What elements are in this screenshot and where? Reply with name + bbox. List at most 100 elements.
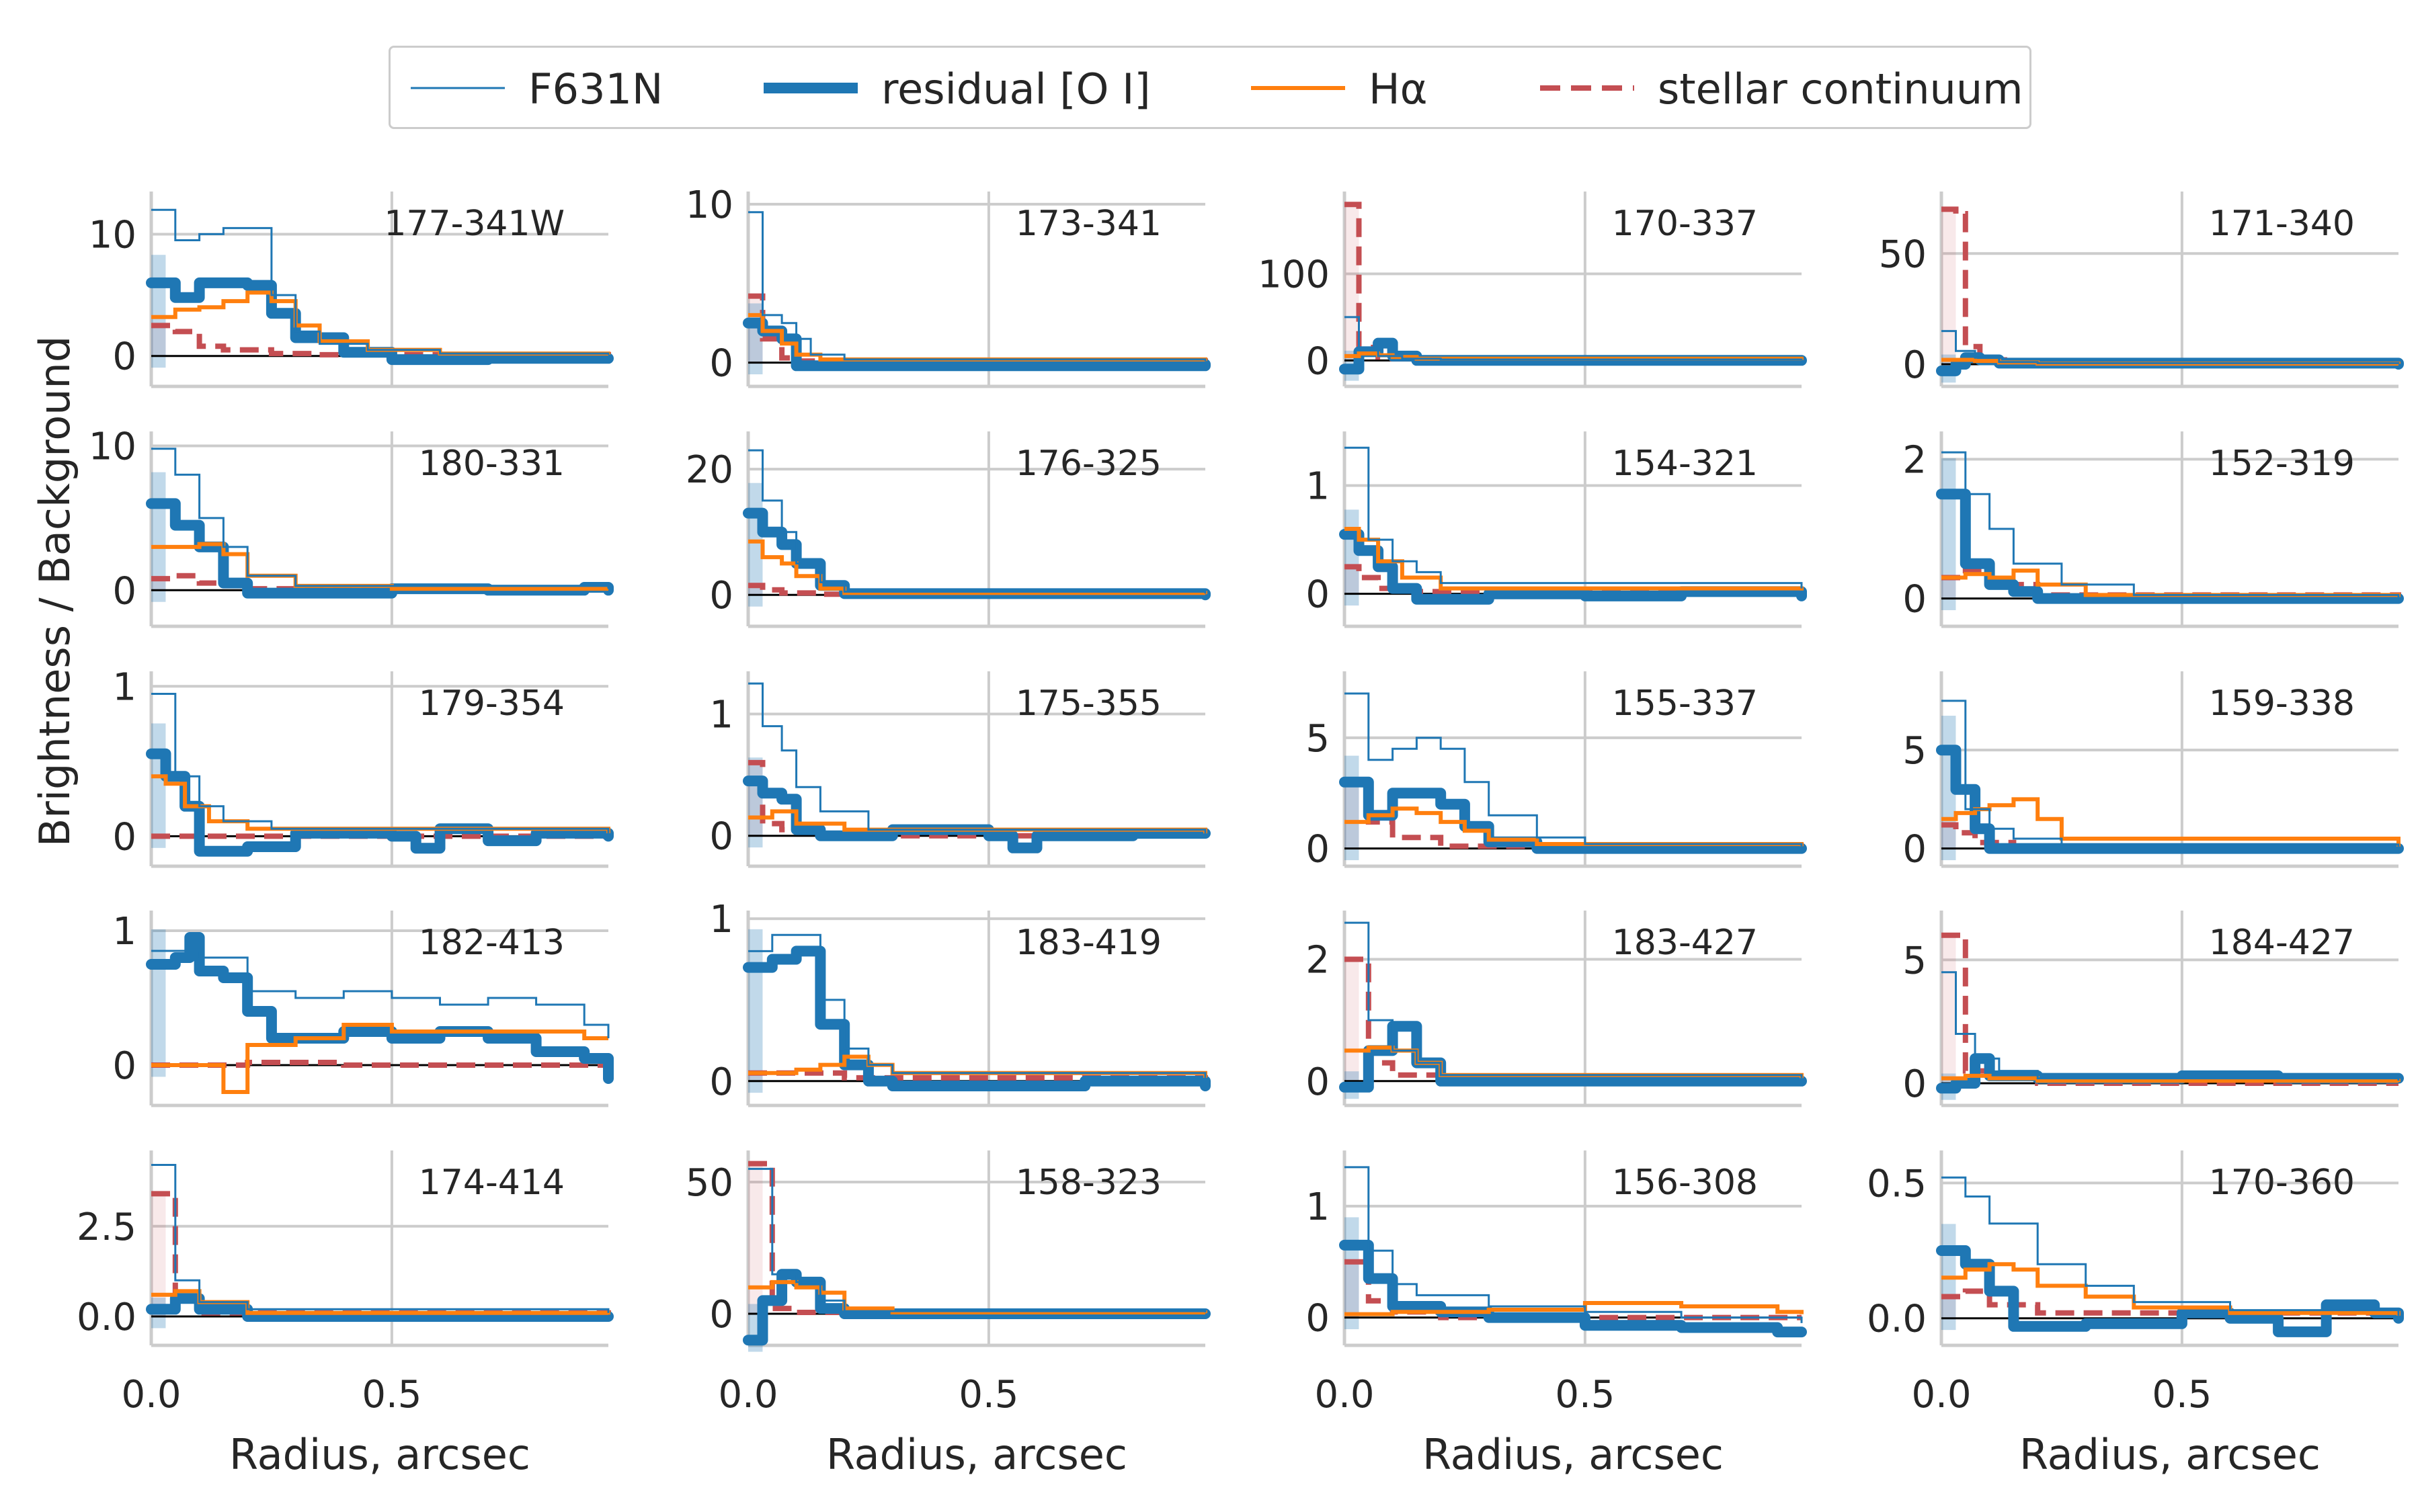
stellar-uncertainty-band	[1344, 566, 1359, 594]
series-f631n	[748, 1167, 1207, 1312]
oi-uncertainty-band	[748, 929, 763, 1093]
y-tick-label: 0	[1305, 828, 1330, 872]
y-tick-label: 1	[1305, 1185, 1330, 1229]
panel-182-413: 0 1 182-413	[112, 910, 614, 1107]
y-tick-label: 0	[1902, 828, 1927, 872]
x-tick-label: 0.5	[1555, 1373, 1615, 1417]
series-f631n	[1344, 1166, 1803, 1323]
series-f631n	[151, 448, 610, 589]
x-axis-label-col-4: Radius, arcsec	[2019, 1430, 2321, 1479]
series-stellar-continuum	[748, 293, 1208, 364]
x-tick-label: 0.0	[718, 1373, 778, 1417]
series-residual-oi	[743, 946, 1211, 1091]
x-tick-label: 0.5	[959, 1373, 1018, 1417]
y-tick-label: 1	[1305, 465, 1330, 509]
panel-159-338: 0 5 159-338	[1902, 671, 2404, 872]
legend-label-residual-oi: residual [O I]	[881, 65, 1151, 114]
y-tick-label: 0	[1305, 573, 1330, 617]
y-tick-label: 2	[1305, 939, 1330, 982]
panel-title: 156-308	[1612, 1163, 1758, 1203]
y-tick-label: 1	[112, 665, 136, 709]
stellar-uncertainty-band	[151, 579, 166, 591]
y-tick-label: 20	[686, 448, 733, 492]
y-tick-label: 0	[112, 569, 136, 613]
panel-title: 152-319	[2209, 444, 2355, 484]
y-tick-label: 5	[1305, 717, 1330, 761]
stellar-uncertainty-band	[151, 1193, 166, 1317]
series-halpha	[1941, 569, 2401, 597]
legend: F631N residual [O I] Hα stellar continuu…	[389, 46, 2031, 129]
panel-title: 184-427	[2209, 923, 2355, 963]
y-tick-label: 0	[112, 1044, 136, 1088]
series-residual-oi	[1339, 1021, 1807, 1093]
series-stellar-continuum	[151, 323, 611, 358]
panel-title: 173-341	[1016, 204, 1162, 244]
y-tick-label: 1	[112, 910, 136, 954]
x-tick-label: 0.0	[121, 1373, 181, 1417]
series-residual-oi	[146, 277, 614, 366]
panel-175-355: 0 1 175-355	[709, 671, 1211, 868]
panel-171-340: 0 50 171-340	[1879, 192, 2404, 388]
panel-title: 170-337	[1612, 204, 1758, 244]
series-residual-oi	[1339, 529, 1807, 605]
panel-156-308: 0 1 156-308 0.0 0.5	[1305, 1150, 1807, 1417]
y-tick-label: 0	[1902, 343, 1927, 387]
panel-title: 180-331	[419, 444, 565, 484]
series-residual-oi	[743, 507, 1211, 601]
legend-swatch-halpha	[1251, 86, 1345, 90]
panel-183-419: 0 1 183-419	[709, 898, 1211, 1107]
y-tick-label: 50	[1879, 233, 1927, 276]
panel-173-341: 0 10 173-341	[686, 183, 1211, 388]
stellar-uncertainty-band	[748, 296, 763, 363]
y-tick-label: 0	[1902, 578, 1927, 622]
series-halpha	[151, 1023, 608, 1094]
series-stellar-continuum	[748, 583, 1208, 597]
stellar-uncertainty-band	[1941, 935, 1956, 1083]
legend-swatch-residual-oi	[764, 83, 858, 93]
series-residual-oi	[1936, 745, 2404, 854]
y-tick-label: 5	[1902, 939, 1927, 982]
y-tick-label: 0	[709, 1060, 733, 1104]
series-residual-oi	[1936, 489, 2404, 604]
y-tick-label: 0	[709, 342, 733, 386]
stellar-uncertainty-band	[1344, 959, 1359, 1081]
panel-title: 182-413	[419, 923, 565, 963]
y-tick-label: 0	[1305, 1060, 1330, 1104]
y-tick-label: 1	[709, 898, 733, 941]
series-stellar-continuum	[1941, 1288, 2401, 1318]
panel-180-331: 0 10 180-331	[89, 425, 614, 628]
x-axis-label-col-1: Radius, arcsec	[229, 1430, 531, 1479]
y-tick-label: 0.0	[1867, 1298, 1927, 1341]
series-halpha	[748, 539, 1207, 595]
panel-title: 158-323	[1016, 1163, 1162, 1203]
panel-176-325: 0 20 176-325	[686, 431, 1211, 628]
series-f631n	[151, 693, 610, 833]
series-residual-oi	[1936, 1053, 2404, 1094]
series-f631n	[1941, 700, 2400, 847]
panel-title: 177-341W	[384, 204, 565, 244]
series-stellar-continuum	[151, 1191, 611, 1316]
y-tick-label: 0.0	[77, 1296, 136, 1339]
y-tick-label: 0	[1902, 1062, 1927, 1106]
stellar-uncertainty-band	[1941, 825, 1956, 849]
y-tick-label: 0	[112, 335, 136, 379]
panel-152-319: 0 2 152-319	[1902, 431, 2404, 628]
series-residual-oi	[743, 1269, 1211, 1346]
panel-155-337: 0 5 155-337	[1305, 671, 1807, 872]
y-tick-label: 0	[709, 815, 733, 859]
oi-uncertainty-band	[1344, 755, 1359, 861]
stellar-uncertainty-band	[151, 325, 166, 356]
panel-title: 170-360	[2209, 1163, 2355, 1203]
y-tick-label: 50	[686, 1161, 733, 1205]
legend-swatch-f631n	[411, 87, 505, 89]
oi-uncertainty-band	[151, 255, 166, 368]
panel-title: 154-321	[1612, 444, 1758, 484]
y-tick-label: 0	[1305, 339, 1330, 383]
x-tick-label: 0.0	[1911, 1373, 1971, 1417]
y-tick-label: 1	[709, 693, 733, 737]
panel-title: 183-419	[1016, 923, 1162, 963]
x-axis-label-col-2: Radius, arcsec	[825, 1430, 1128, 1479]
series-halpha	[151, 774, 610, 833]
y-tick-label: 10	[89, 425, 136, 468]
